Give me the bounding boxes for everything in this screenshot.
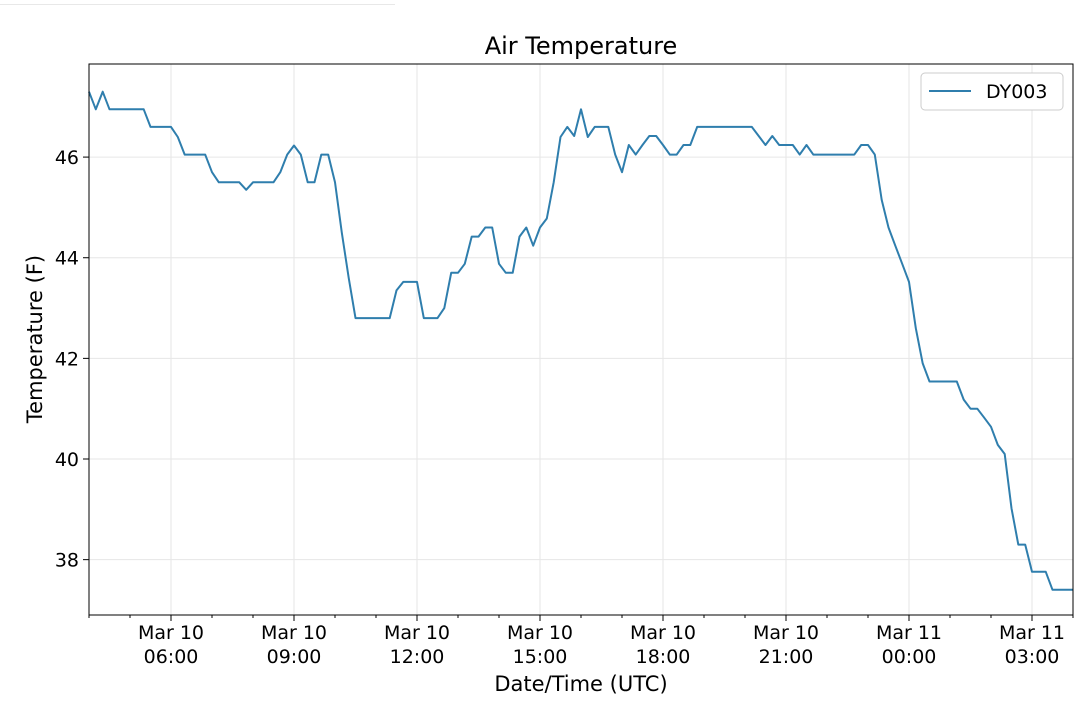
chart-title: Air Temperature [485, 32, 678, 60]
legend: DY003 [920, 72, 1064, 111]
x-axis-label: Date/Time (UTC) [494, 672, 667, 696]
x-tick-label-date: Mar 11 [876, 622, 942, 644]
plot-frame [88, 63, 1074, 616]
y-tick-label: 40 [55, 449, 79, 471]
y-tick-label: 46 [55, 147, 79, 169]
x-tick-label-time: 03:00 [1005, 646, 1060, 668]
x-tick-label-time: 09:00 [267, 646, 322, 668]
x-tick-label-date: Mar 10 [630, 622, 696, 644]
legend-label: DY003 [986, 81, 1047, 103]
y-tick-label: 44 [55, 248, 79, 270]
series-lines [88, 90, 1073, 591]
y-axis-label: Temperature (F) [23, 255, 47, 424]
legend-box [920, 72, 1064, 111]
x-tick-label-date: Mar 10 [753, 622, 819, 644]
series-line-dy003 [88, 90, 1073, 591]
x-tick-label-date: Mar 10 [138, 622, 204, 644]
x-tick-label-time: 21:00 [759, 646, 814, 668]
x-tick-label-time: 12:00 [390, 646, 445, 668]
y-tick-label: 38 [55, 550, 79, 572]
x-tick-label-date: Mar 10 [261, 622, 327, 644]
x-tick-label-date: Mar 10 [507, 622, 573, 644]
x-tick-label-date: Mar 10 [384, 622, 450, 644]
x-tick-label-time: 06:00 [144, 646, 199, 668]
x-tick-label-time: 00:00 [882, 646, 937, 668]
top-divider [0, 0, 395, 5]
y-tick-label: 42 [55, 348, 79, 370]
x-tick-label-date: Mar 11 [999, 622, 1065, 644]
grid-lines [89, 64, 1073, 615]
x-tick-label-time: 15:00 [513, 646, 568, 668]
x-tick-label-time: 18:00 [636, 646, 691, 668]
